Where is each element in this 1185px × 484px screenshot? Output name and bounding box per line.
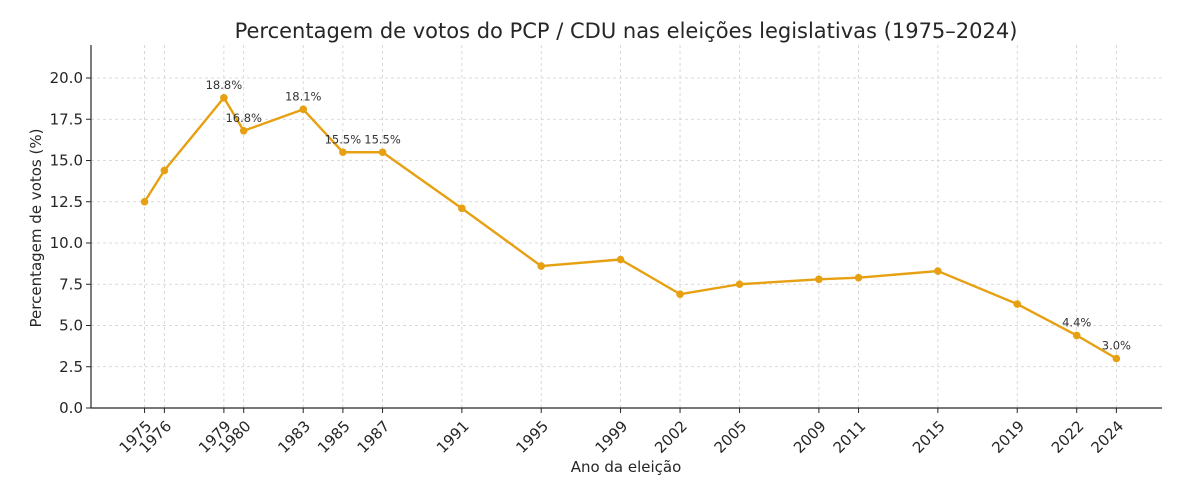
data-point bbox=[140, 197, 149, 206]
data-label: 3.0% bbox=[1102, 339, 1131, 353]
y-tick-label: 2.5 bbox=[59, 358, 83, 376]
x-tick-label: 2024 bbox=[1087, 417, 1127, 457]
y-tick-label: 10.0 bbox=[50, 234, 83, 252]
series-layer bbox=[140, 94, 1121, 363]
data-point bbox=[815, 275, 823, 284]
x-tick-label: 2022 bbox=[1048, 417, 1088, 457]
y-tick-label: 5.0 bbox=[59, 317, 83, 335]
x-tick-label: 2015 bbox=[909, 417, 949, 457]
data-point bbox=[1112, 354, 1121, 363]
x-tick-label: 1987 bbox=[354, 417, 394, 457]
data-label: 18.8% bbox=[206, 78, 243, 92]
y-tick-label: 20.0 bbox=[50, 69, 83, 87]
data-point bbox=[676, 290, 684, 298]
data-point bbox=[220, 94, 228, 102]
data-labels: 18.8% 16.8% 18.1% 15.5% 15.5% 4.4% 3.0% bbox=[206, 78, 1131, 353]
x-tick-label: 2002 bbox=[651, 417, 691, 457]
data-point bbox=[1013, 300, 1022, 308]
grid bbox=[91, 45, 1162, 409]
y-tick-label: 17.5 bbox=[50, 110, 83, 128]
x-tick-label: 2011 bbox=[830, 417, 870, 457]
x-tick-label: 1985 bbox=[314, 417, 354, 457]
x-tick-label: 2005 bbox=[711, 417, 751, 457]
data-point bbox=[616, 255, 625, 264]
x-tick-label: 2019 bbox=[988, 417, 1028, 457]
data-point bbox=[458, 204, 466, 213]
chart-title: Percentagem de votos do PCP / CDU nas el… bbox=[235, 19, 1018, 43]
data-point bbox=[1072, 331, 1081, 340]
y-tick-label: 12.5 bbox=[50, 193, 83, 211]
x-tick-label: 2009 bbox=[790, 417, 830, 457]
data-point bbox=[735, 280, 744, 289]
data-point bbox=[239, 127, 248, 135]
data-point bbox=[339, 148, 347, 157]
x-axis-label: Ano da eleição bbox=[571, 458, 682, 476]
y-tick-label: 15.0 bbox=[50, 152, 83, 170]
y-tick-label: 0.0 bbox=[59, 399, 83, 417]
y-axis-label: Percentagem de votos (%) bbox=[27, 129, 45, 328]
y-tick-label: 7.5 bbox=[59, 275, 83, 293]
x-tick-label: 1991 bbox=[433, 417, 473, 457]
x-tick-label: 1999 bbox=[592, 417, 632, 457]
data-point bbox=[854, 273, 863, 282]
series-line bbox=[143, 96, 1118, 360]
data-label: 15.5% bbox=[325, 132, 362, 146]
data-point bbox=[299, 105, 308, 114]
data-point bbox=[378, 148, 387, 157]
data-label: 16.8% bbox=[225, 111, 262, 125]
data-point bbox=[934, 267, 942, 275]
x-tick-label: 1983 bbox=[274, 417, 314, 457]
data-label: 15.5% bbox=[364, 132, 401, 146]
data-point bbox=[537, 262, 546, 270]
data-point bbox=[160, 166, 169, 175]
x-tick-label: 1995 bbox=[512, 417, 552, 457]
data-label: 18.1% bbox=[285, 89, 322, 103]
data-label: 4.4% bbox=[1062, 315, 1091, 329]
